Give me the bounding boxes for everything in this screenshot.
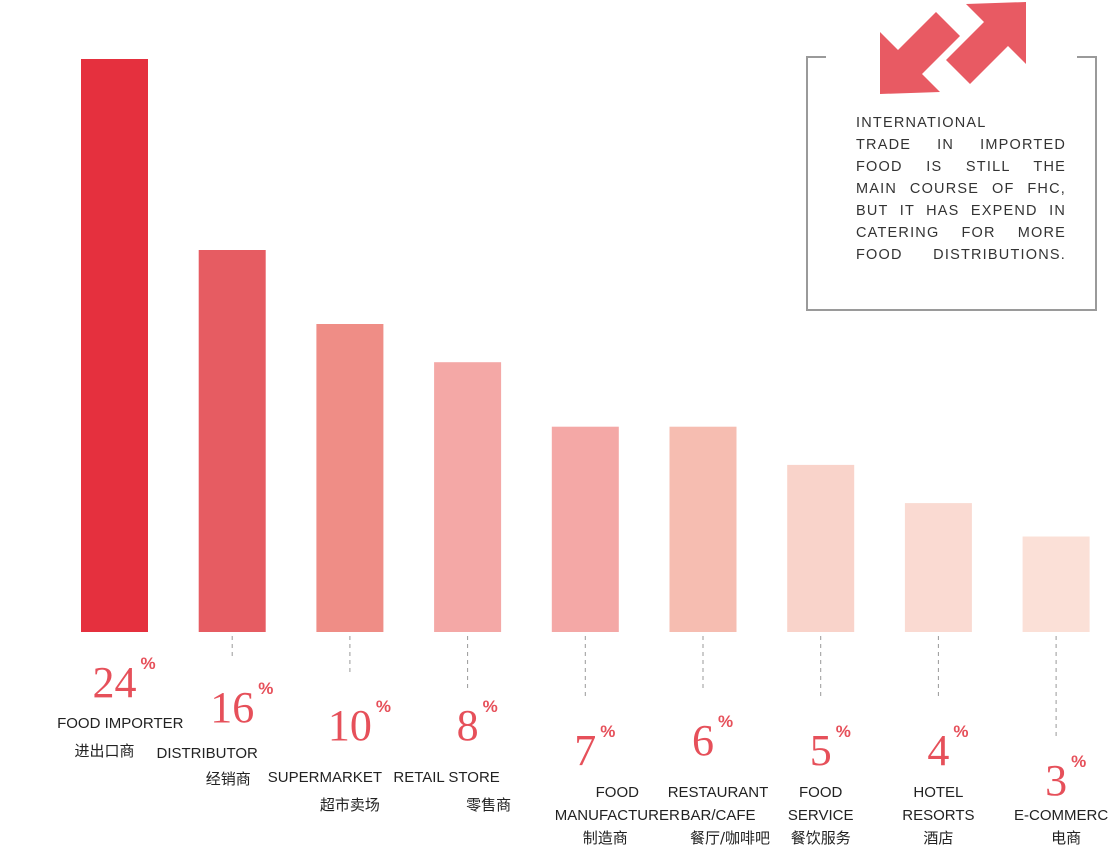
percent-sign: %	[141, 654, 156, 673]
category-label: DISTRIBUTOR	[156, 745, 258, 762]
category-label: FOOD IMPORTER	[57, 715, 184, 732]
data-label: 7	[574, 726, 596, 775]
callout-line: MAIN COURSE OF FHC,	[856, 181, 1066, 197]
category-label: MANUFACTURER	[555, 807, 680, 824]
category-label-zh: 零售商	[466, 796, 511, 814]
category-label-zh: 制造商	[583, 829, 628, 847]
percent-sign: %	[600, 722, 615, 741]
callout-line: FOOD IS STILL THE	[856, 159, 1066, 175]
category-label-zh: 超市卖场	[320, 796, 380, 814]
data-label: 16	[210, 683, 254, 732]
bar-retail-store	[434, 362, 502, 632]
diagonal-arrows-icon	[878, 2, 1028, 94]
category-label: RESTAURANT	[668, 784, 769, 801]
percent-sign: %	[718, 712, 733, 731]
bar-restaurant-bar-cafe	[669, 426, 737, 632]
category-label: HOTEL	[913, 784, 963, 801]
category-label: RETAIL STORE	[393, 769, 499, 786]
callout-frame-top-right	[1077, 56, 1097, 58]
bar-food-manufacturer	[551, 426, 619, 632]
percent-sign: %	[953, 722, 968, 741]
category-label: BAR/CAFE	[680, 807, 755, 824]
percent-sign: %	[258, 679, 273, 698]
category-label-zh: 进出口商	[74, 742, 134, 760]
bar-food-service	[787, 464, 855, 632]
callout-line: TRADE IN IMPORTED	[856, 137, 1066, 153]
percent-sign: %	[1071, 752, 1086, 771]
category-label: SERVICE	[788, 807, 854, 824]
callout-frame-top-left	[806, 56, 826, 58]
data-label: 5	[810, 726, 832, 775]
category-label: FOOD	[596, 784, 639, 801]
data-label: 10	[328, 701, 372, 750]
category-label: E-COMMERCE	[1014, 807, 1108, 824]
category-label-zh: 酒店	[923, 829, 953, 847]
callout-line: BUT IT HAS EXPEND IN	[856, 203, 1066, 219]
category-label-zh: 电商	[1051, 829, 1081, 847]
category-label: SUPERMARKET	[268, 769, 382, 786]
bar-distributor	[198, 250, 266, 632]
callout-line: FOOD DISTRIBUTIONS.	[856, 247, 1066, 263]
callout-line: INTERNATIONAL	[856, 115, 987, 131]
percent-sign: %	[376, 697, 391, 716]
callout-box: INTERNATIONAL TRADE IN IMPORTED FOOD IS …	[806, 2, 1097, 311]
callout-frame	[806, 56, 1097, 311]
bar-food-importer	[81, 59, 148, 632]
category-label-zh: 餐厅/咖啡吧	[690, 829, 770, 847]
percent-sign: %	[836, 722, 851, 741]
callout-line: CATERING FOR MORE	[856, 225, 1066, 241]
bar-e-commerce	[1022, 536, 1090, 632]
callout-text: INTERNATIONAL TRADE IN IMPORTED FOOD IS …	[856, 112, 1066, 266]
data-label: 4	[927, 726, 949, 775]
category-label-zh: 经销商	[206, 770, 251, 788]
data-label: 3	[1045, 756, 1067, 805]
data-label: 6	[692, 716, 714, 765]
category-label: FOOD	[799, 784, 842, 801]
bar-supermarket	[316, 324, 384, 632]
data-label: 8	[457, 701, 479, 750]
category-label-zh: 餐饮服务	[791, 829, 851, 847]
category-label: RESORTS	[902, 807, 974, 824]
data-label: 24	[93, 658, 137, 707]
bar-hotel-resorts	[904, 503, 972, 632]
percent-sign: %	[483, 697, 498, 716]
